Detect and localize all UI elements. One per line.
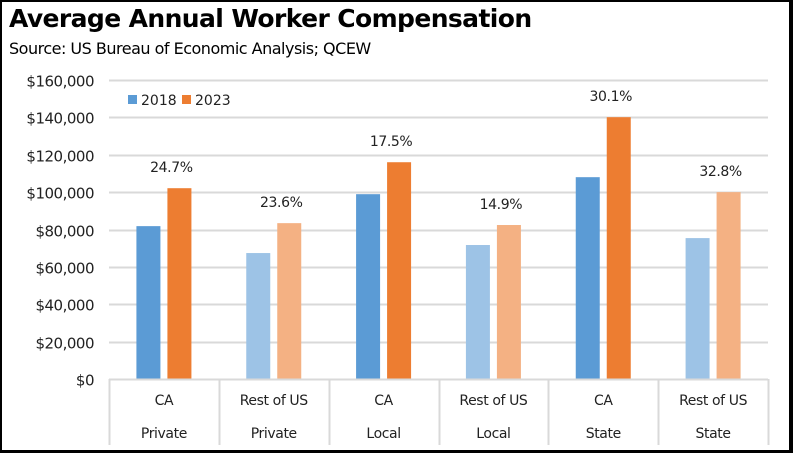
legend-label-2018: 2018 bbox=[141, 93, 177, 109]
bar-2023 bbox=[496, 225, 521, 379]
data-label: 32.8% bbox=[699, 164, 742, 180]
y-tick-label: $100,000 bbox=[26, 185, 94, 203]
data-label: 23.6% bbox=[260, 195, 303, 211]
bar-2018 bbox=[465, 245, 490, 379]
bar-2018 bbox=[685, 238, 710, 379]
x-tick-label: CA bbox=[374, 393, 393, 409]
chart-title: Average Annual Worker Compensation bbox=[9, 4, 532, 33]
bar-2023 bbox=[277, 223, 302, 379]
y-axis-ticks: $0 $20,000 $40,000 $60,000 $80,000 $100,000 $1… bbox=[26, 73, 94, 390]
x-tick-label: CA bbox=[594, 393, 613, 409]
bar-2023 bbox=[167, 188, 192, 379]
y-tick-label: $80,000 bbox=[35, 223, 94, 241]
legend: 2018 2023 bbox=[128, 93, 231, 109]
bar-2018 bbox=[136, 226, 161, 379]
legend-label-2023: 2023 bbox=[195, 93, 231, 109]
data-label: 17.5% bbox=[370, 134, 413, 150]
y-tick-label: $20,000 bbox=[35, 335, 94, 353]
y-tick-label: $160,000 bbox=[26, 73, 94, 91]
bar-2023 bbox=[606, 117, 631, 380]
y-tick-label: $0 bbox=[76, 372, 94, 390]
bar-2023 bbox=[716, 192, 741, 379]
y-tick-label: $60,000 bbox=[35, 260, 94, 278]
y-tick-label: $120,000 bbox=[26, 148, 94, 166]
legend-swatch-2018 bbox=[128, 95, 137, 104]
x-group-label: State bbox=[586, 426, 621, 442]
data-label: 30.1% bbox=[590, 89, 633, 105]
data-label: 14.9% bbox=[480, 197, 523, 213]
x-group-label: Local bbox=[366, 426, 400, 442]
y-tick-label: $140,000 bbox=[26, 110, 94, 128]
y-tick-label: $40,000 bbox=[35, 297, 94, 315]
gridlines bbox=[109, 79, 768, 344]
legend-swatch-2023 bbox=[182, 95, 191, 104]
data-label: 24.7% bbox=[150, 160, 193, 176]
x-group-label: Private bbox=[251, 426, 297, 442]
x-group-label: State bbox=[696, 426, 731, 442]
x-axis: CA Private Rest of US Private CA Local Rest of… bbox=[108, 378, 770, 445]
x-group-label: Local bbox=[476, 426, 510, 442]
x-tick-label: CA bbox=[155, 393, 174, 409]
x-group-label: Private bbox=[141, 426, 187, 442]
x-tick-label: Rest of US bbox=[240, 393, 309, 409]
x-tick-label: Rest of US bbox=[679, 393, 748, 409]
chart-subtitle: Source: US Bureau of Economic Analysis; … bbox=[9, 39, 371, 58]
bar-2018 bbox=[356, 194, 381, 379]
bar-2023 bbox=[387, 162, 412, 379]
x-tick-label: Rest of US bbox=[459, 393, 528, 409]
bar-2018 bbox=[246, 253, 271, 379]
data-labels: 24.7% 23.6% 17.5% 14.9% 30.1% 32.8% bbox=[150, 89, 742, 213]
bars bbox=[136, 117, 741, 380]
bar-2018 bbox=[575, 177, 600, 379]
